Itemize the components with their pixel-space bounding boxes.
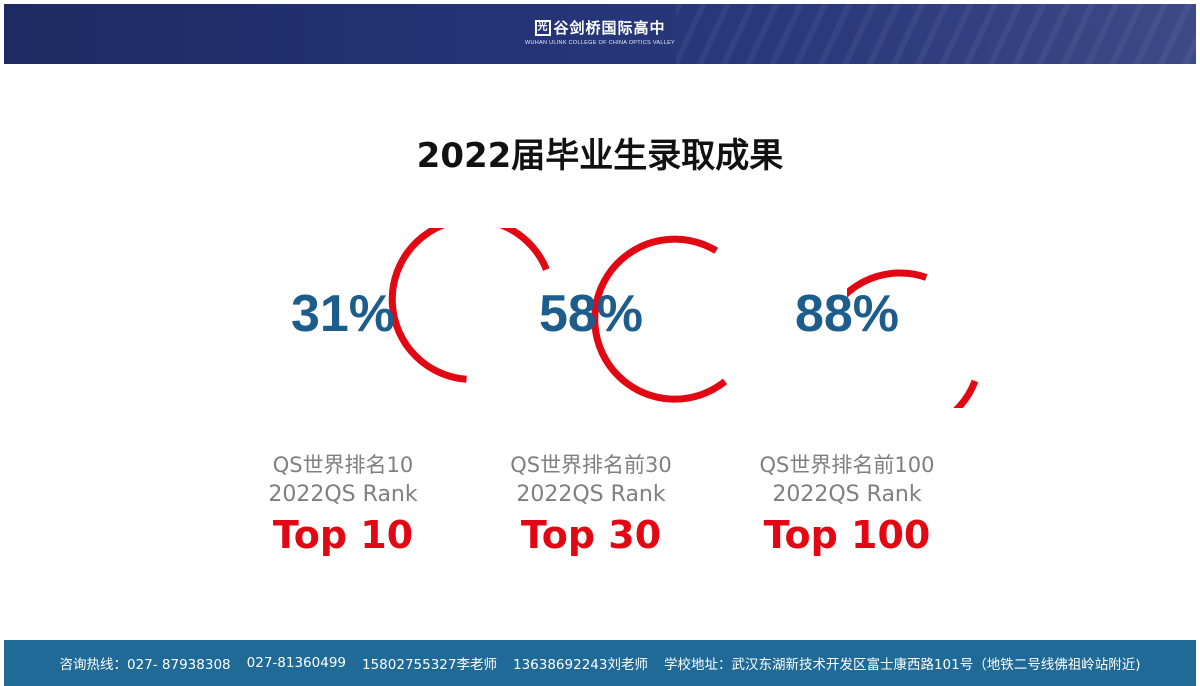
progress-ring-icon	[388, 228, 550, 383]
page-title: 2022届毕业生录取成果	[416, 136, 784, 176]
stat-label-top: Top 30	[520, 513, 662, 557]
footer-contact-liu: 13638692243刘老师	[512, 657, 648, 673]
progress-ring-icon	[847, 269, 979, 408]
stat-label-en: 2022QS Rank	[268, 482, 418, 507]
stat-percent: 31%	[290, 285, 396, 343]
stat-label-cn: QS世界排名前30	[510, 453, 672, 477]
progress-ring-icon	[591, 235, 728, 403]
footer-hotline: 咨询热线：027- 87938308	[59, 657, 231, 673]
stat-label-en: 2022QS Rank	[772, 482, 922, 507]
logo-subtitle: WUHAN ULINK COLLEGE OF CHINA OPTICS VALL…	[524, 40, 676, 46]
stat-label-top: Top 10	[272, 513, 414, 557]
stat-percent: 88%	[794, 285, 900, 343]
footer-contact-li: 15802755327李老师	[362, 657, 497, 673]
stat-label-cn: QS世界排名10	[272, 453, 414, 477]
logo-mark-icon: 光	[534, 19, 551, 36]
stat-label-top: Top 100	[763, 513, 931, 557]
stat-label-en: 2022QS Rank	[516, 482, 666, 507]
stat-percent: 58%	[538, 285, 644, 343]
stat-label-cn: QS世界排名前100	[759, 453, 935, 477]
header-banner: 光 谷剑桥国际高中 WUHAN ULINK COLLEGE OF CHINA O…	[4, 4, 1196, 64]
school-logo: 光 谷剑桥国际高中 WUHAN ULINK COLLEGE OF CHINA O…	[525, 17, 675, 46]
footer-contact-bar: 咨询热线：027- 87938308 027-81360499 15802755…	[4, 640, 1196, 686]
logo-title: 谷剑桥国际高中	[553, 19, 666, 37]
footer-phone: 027-81360499	[246, 655, 346, 671]
footer-address: 学校地址：武汉东湖新技术开发区富士康西路101号（地铁二号线佛祖岭站附近)	[663, 657, 1141, 673]
header-decoration	[676, 4, 1196, 64]
